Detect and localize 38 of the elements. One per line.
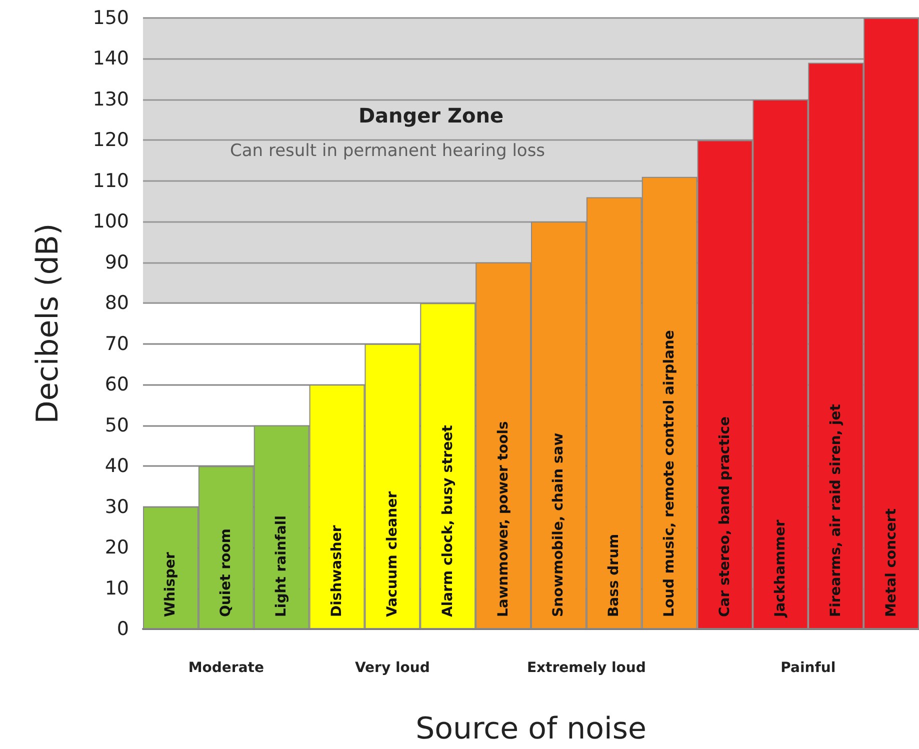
x-tick-label: Bass drum (606, 534, 622, 617)
text: Extremely loud (526, 660, 646, 676)
x-tick-label: Loud music, remote control airplane (662, 330, 678, 617)
x-tick-label: Quiet room (218, 528, 234, 617)
y-tick-label: 40 (104, 455, 129, 478)
y-tick-label: 70 (104, 332, 129, 355)
x-tick-label: Car stereo, band practice (717, 416, 733, 617)
y-tick-label: 90 (104, 251, 129, 274)
y-tick-label: 30 (104, 496, 129, 518)
y-tick-label: 110 (92, 170, 129, 192)
x-tick-label: Vacuum cleaner (384, 491, 400, 617)
x-tick-label: Dishwasher (329, 525, 345, 617)
x-tick-label: Light rainfall (274, 515, 290, 617)
y-tick-label: 130 (92, 88, 129, 110)
x-tick-label: Metal concert (883, 508, 900, 617)
x-tick-label: Alarm clock, busy street (440, 424, 456, 617)
text: Painful (780, 660, 836, 676)
x-tick-label: Jackhammer (772, 520, 788, 618)
text: Moderate (188, 660, 264, 676)
y-tick-label: 10 (104, 577, 129, 600)
x-tick-label: Snowmobile, chain saw (550, 432, 567, 617)
y-tick-label: 100 (92, 210, 129, 233)
y-tick-label: 20 (104, 536, 129, 559)
y-axis-title: Decibels (dB) (30, 223, 66, 424)
band-label: Danger Zone (358, 104, 504, 128)
x-tick-label: Lawnmower, power tools (495, 421, 512, 617)
y-tick-label: 80 (104, 292, 129, 314)
annotation: Can result in permanent hearing loss (230, 140, 546, 161)
y-tick-label: 150 (92, 7, 129, 29)
y-tick-label: 0 (116, 618, 129, 640)
y-tick-label: 120 (92, 129, 129, 152)
y-tick-label: 50 (104, 414, 129, 436)
text: Very loud (354, 660, 430, 676)
y-tick-label: 60 (104, 374, 129, 396)
x-axis-title: Source of noise (416, 712, 646, 746)
x-tick-label: Firearms, air raid siren, jet (828, 404, 844, 617)
x-tick-label: Whisper (162, 552, 179, 617)
y-tick-label: 140 (92, 48, 129, 70)
